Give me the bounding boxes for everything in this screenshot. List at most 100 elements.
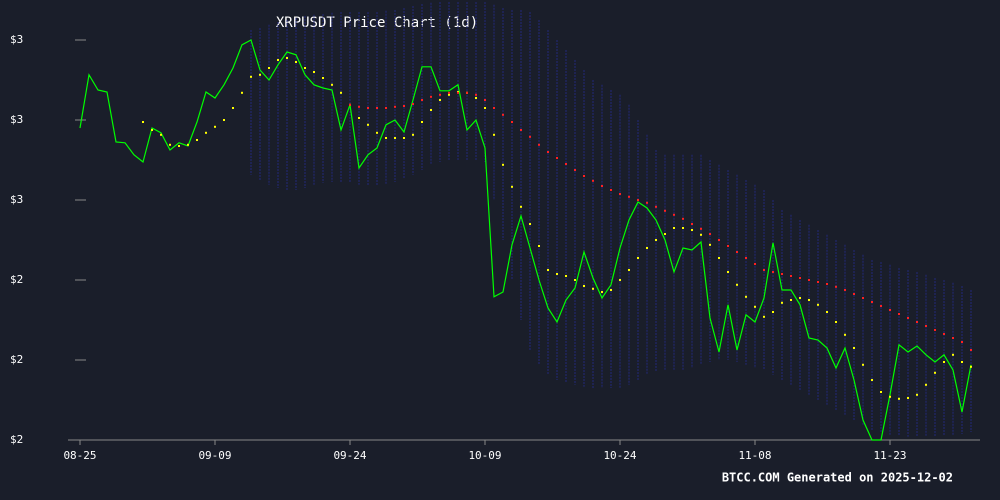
ma-dot <box>952 337 954 339</box>
x-tick-label: 11-08 <box>738 449 771 462</box>
ma-dot <box>961 341 963 343</box>
ma-dot <box>646 247 648 249</box>
ma-dot <box>700 233 702 236</box>
ma-dot <box>745 257 747 259</box>
ma-dot <box>394 137 396 139</box>
ma-dot <box>412 133 414 136</box>
ma-dot <box>619 279 621 281</box>
ma-dot <box>898 313 900 315</box>
ma-dot <box>961 361 963 363</box>
ma-dot <box>871 301 873 303</box>
y-tick-label: $2 <box>10 433 23 446</box>
ma-dot <box>448 91 450 94</box>
ma-dot <box>637 257 639 259</box>
ma-dot <box>232 107 234 109</box>
ma-dot <box>358 105 360 108</box>
ma-dot <box>610 189 612 191</box>
ma-dot <box>754 305 756 308</box>
ma-dot <box>403 137 405 139</box>
ma-dot <box>691 223 693 225</box>
y-tick-label: $3 <box>10 193 23 206</box>
ma-dot <box>259 73 261 76</box>
ma-dot <box>430 109 432 111</box>
ma-dot <box>502 163 504 166</box>
ma-dot <box>943 333 945 335</box>
ma-dot <box>853 347 855 349</box>
ma-dot <box>169 143 171 146</box>
ma-dot <box>448 93 450 96</box>
ma-dot <box>412 103 414 105</box>
ma-dot <box>907 317 909 319</box>
ma-dot <box>763 315 765 318</box>
ma-dot <box>664 233 666 235</box>
ma-dot <box>682 217 684 220</box>
ma-dot <box>142 121 144 123</box>
ma-dot <box>826 311 828 313</box>
ma-dot <box>880 391 882 393</box>
x-tick-label: 10-09 <box>468 449 501 462</box>
y-tick-label: $2 <box>10 273 23 286</box>
ma-dot <box>862 297 864 299</box>
ma-dot <box>970 365 972 368</box>
ma-dot <box>601 185 603 187</box>
ma-dot <box>592 179 594 182</box>
ma-dot <box>745 295 747 298</box>
ma-dot <box>313 71 315 73</box>
ma-dot <box>664 209 666 212</box>
ma-dot <box>322 77 324 79</box>
ma-dot <box>277 59 279 61</box>
x-tick-label: 09-24 <box>333 449 366 462</box>
ma-dot <box>817 281 819 283</box>
ma-dot <box>637 199 639 201</box>
ma-dot <box>592 287 594 290</box>
ma-dot <box>421 121 423 123</box>
ma-dot <box>808 279 810 281</box>
ma-dot <box>286 57 288 59</box>
ma-dot <box>178 145 180 147</box>
ma-dot <box>295 61 297 63</box>
x-tick-label: 08-25 <box>63 449 96 462</box>
ma-dot <box>520 205 522 208</box>
ma-dot <box>700 227 702 230</box>
ma-dot <box>952 353 954 356</box>
y-tick-label: $3 <box>10 113 23 126</box>
ma-dot <box>772 311 774 313</box>
ma-dot <box>547 151 549 153</box>
ma-dot <box>619 193 621 195</box>
ma-dot <box>403 105 405 107</box>
ma-dot <box>628 269 630 271</box>
ma-dot <box>205 131 207 134</box>
ma-dot <box>250 75 252 78</box>
ma-dot <box>439 99 441 101</box>
ma-dot <box>718 257 720 259</box>
ma-dot <box>799 297 801 299</box>
ma-dot <box>268 67 270 69</box>
ma-dot <box>358 117 360 119</box>
ma-dot <box>727 271 729 273</box>
ma-dot <box>655 239 657 241</box>
ma-dot <box>871 379 873 381</box>
ma-dot <box>466 91 468 94</box>
ma-dot <box>934 329 936 331</box>
ma-dot <box>421 99 423 101</box>
ma-dot <box>790 275 792 277</box>
ma-dot <box>430 95 432 98</box>
ma-dot <box>385 137 387 139</box>
ma-dot <box>673 227 675 229</box>
ma-dot <box>889 309 891 311</box>
ma-dot <box>583 285 585 287</box>
ma-dot <box>772 271 774 273</box>
ma-dot <box>934 371 936 374</box>
ma-dot <box>916 321 918 323</box>
ma-dot <box>151 129 153 131</box>
ma-dot <box>970 349 972 351</box>
ma-dot <box>376 107 378 109</box>
ma-dot <box>214 125 216 128</box>
ma-dot <box>925 325 927 327</box>
ma-dot <box>898 397 900 400</box>
ma-dot <box>493 107 495 109</box>
ma-dot <box>511 121 513 123</box>
ma-dot <box>376 131 378 134</box>
x-tick-label: 09-09 <box>198 449 231 462</box>
